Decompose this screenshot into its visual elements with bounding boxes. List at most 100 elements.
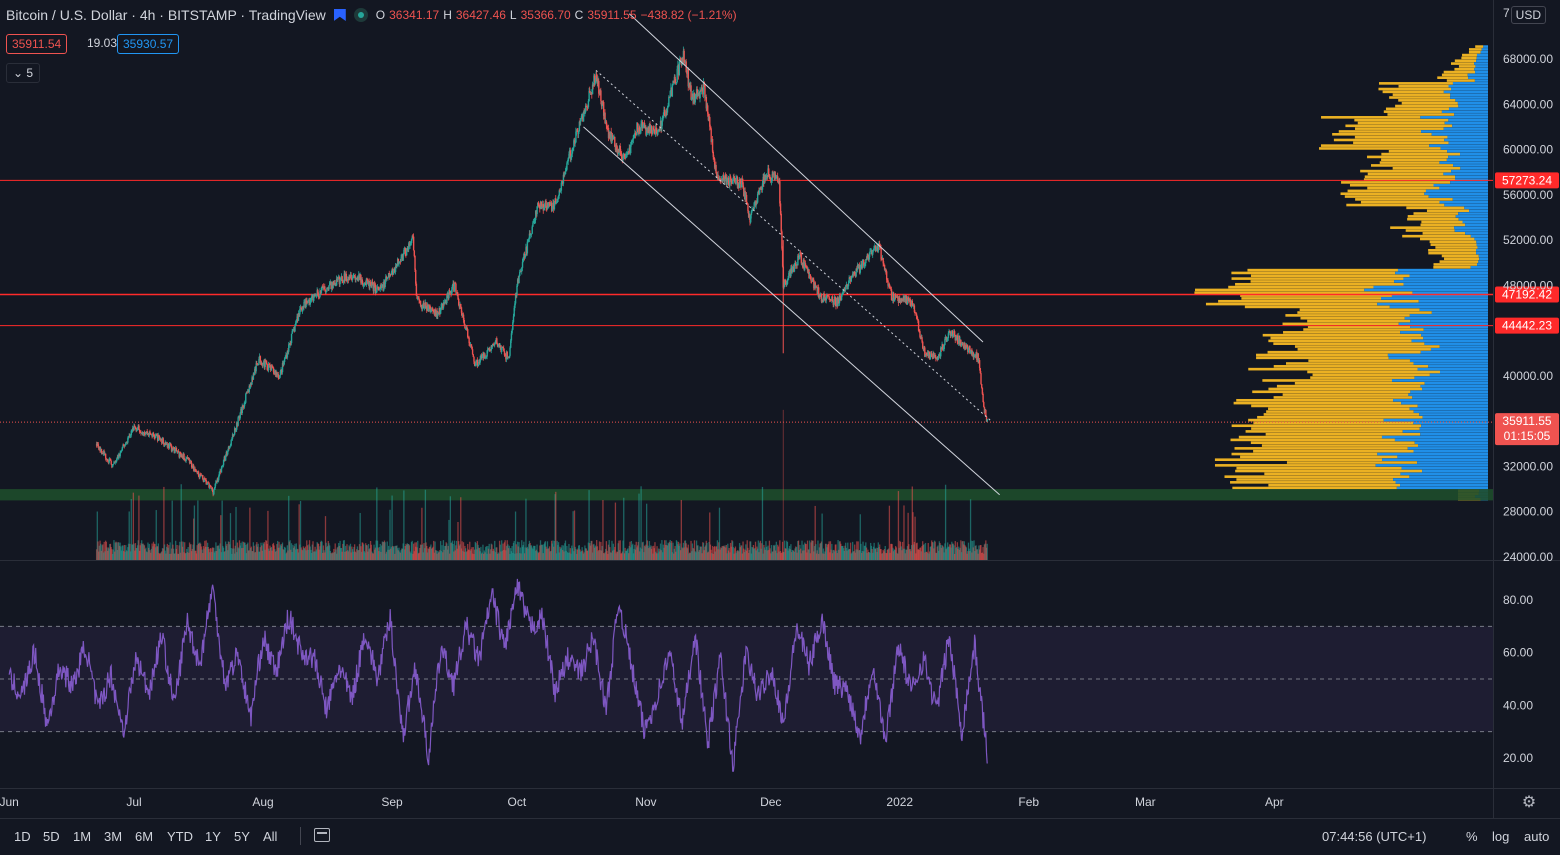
- candle-body: [532, 221, 535, 223]
- profile-bar-down: [1455, 175, 1488, 179]
- candle-body: [630, 144, 632, 154]
- volume-bar: [372, 553, 375, 560]
- indicators-toggle[interactable]: ⌄ 5: [6, 63, 41, 83]
- symbol-title[interactable]: Bitcoin / U.S. Dollar · 4h · BITSTAMP · …: [6, 7, 326, 23]
- range-5d[interactable]: 5D: [43, 829, 60, 844]
- volume-bar: [255, 544, 257, 560]
- buy-price-button[interactable]: 35930.57: [117, 34, 180, 54]
- volume-bar: [829, 541, 832, 560]
- profile-bar-down: [1412, 396, 1488, 399]
- volume-bar: [145, 551, 148, 560]
- percent-toggle[interactable]: %: [1466, 829, 1478, 844]
- volume-bar: [569, 548, 571, 560]
- candle-body: [205, 479, 207, 485]
- candle-body: [425, 302, 427, 309]
- volume-bar: [581, 547, 583, 560]
- volume-bar: [164, 550, 166, 560]
- range-3m[interactable]: 3M: [104, 829, 123, 844]
- candle-body: [734, 177, 736, 182]
- volume-bar: [804, 543, 807, 560]
- flag-icon[interactable]: [333, 9, 346, 21]
- candle-body: [560, 182, 563, 191]
- volume-bar: [125, 545, 127, 560]
- candle-body: [586, 106, 588, 108]
- log-toggle[interactable]: log: [1492, 829, 1510, 844]
- profile-bar-down: [1451, 87, 1488, 91]
- candle-body: [859, 265, 862, 273]
- volume-bar: [815, 544, 817, 560]
- volume-bar: [98, 545, 101, 560]
- range-1m[interactable]: 1M: [73, 829, 92, 844]
- candle-body: [421, 306, 424, 310]
- candle-body: [880, 248, 882, 260]
- volume-bar: [569, 552, 571, 560]
- sell-price-button[interactable]: 35911.54: [6, 34, 68, 54]
- candle-body: [526, 241, 529, 254]
- volume-bar: [779, 550, 782, 560]
- price-tick: 64000.00: [1503, 97, 1553, 111]
- candle-body: [645, 129, 648, 135]
- volume-bar: [883, 548, 886, 560]
- volume-bar: [837, 540, 839, 560]
- market-status-icon[interactable]: [353, 8, 368, 22]
- candle-body: [727, 177, 730, 185]
- profile-bar-down: [1407, 447, 1488, 450]
- channel-upper: [628, 13, 984, 343]
- volume-bar: [281, 542, 284, 560]
- calendar-icon[interactable]: [314, 828, 330, 842]
- volume-bar: [238, 548, 240, 560]
- volume-bar: [299, 501, 302, 560]
- volume-bar: [634, 549, 637, 560]
- range-all[interactable]: All: [263, 829, 278, 844]
- volume-bar: [501, 550, 504, 560]
- volume-bar: [882, 549, 884, 560]
- candle-body: [214, 483, 216, 488]
- range-ytd[interactable]: YTD: [167, 829, 193, 844]
- profile-bar-up: [1475, 45, 1484, 48]
- profile-bar-down: [1439, 161, 1488, 164]
- volume-bar: [193, 505, 196, 560]
- volume-bar: [803, 550, 805, 560]
- candle-body: [363, 283, 366, 284]
- candle-body: [779, 181, 781, 204]
- range-5y[interactable]: 5Y: [234, 829, 250, 844]
- profile-bar-up: [1446, 79, 1475, 82]
- volume-bar: [715, 546, 717, 560]
- volume-bar: [648, 541, 651, 560]
- volume-bar: [152, 546, 154, 560]
- range-6m[interactable]: 6M: [135, 829, 154, 844]
- volume-bar: [512, 552, 514, 560]
- candle-body: [600, 90, 602, 101]
- volume-bar: [659, 543, 662, 560]
- profile-bar-down: [1458, 212, 1488, 215]
- volume-bar: [610, 552, 612, 560]
- candle-body: [213, 487, 216, 490]
- candle-body: [877, 244, 880, 252]
- candle-body: [535, 211, 537, 221]
- volume-bar: [555, 491, 557, 560]
- candle-body: [365, 278, 368, 285]
- range-1d[interactable]: 1D: [14, 829, 31, 844]
- candle-body: [565, 169, 567, 172]
- volume-bar: [580, 550, 583, 560]
- range-1y[interactable]: 1Y: [205, 829, 221, 844]
- volume-bar: [834, 544, 836, 560]
- candle-body: [294, 325, 296, 332]
- volume-bar: [276, 544, 278, 560]
- volume-bar: [326, 545, 329, 560]
- volume-bar: [483, 550, 485, 560]
- volume-bar: [225, 545, 227, 560]
- volume-bar: [113, 540, 115, 560]
- volume-bar: [104, 540, 107, 560]
- volume-bar: [447, 545, 449, 560]
- gear-icon[interactable]: ⚙: [1521, 794, 1537, 811]
- currency-select[interactable]: USD: [1510, 6, 1546, 24]
- volume-bar: [141, 544, 144, 560]
- volume-bar: [788, 548, 790, 560]
- auto-toggle[interactable]: auto: [1524, 829, 1550, 844]
- clock[interactable]: 07:44:56 (UTC+1): [1322, 829, 1427, 844]
- candle-body: [544, 204, 546, 208]
- volume-bar: [211, 547, 214, 560]
- volume-bar: [401, 548, 403, 560]
